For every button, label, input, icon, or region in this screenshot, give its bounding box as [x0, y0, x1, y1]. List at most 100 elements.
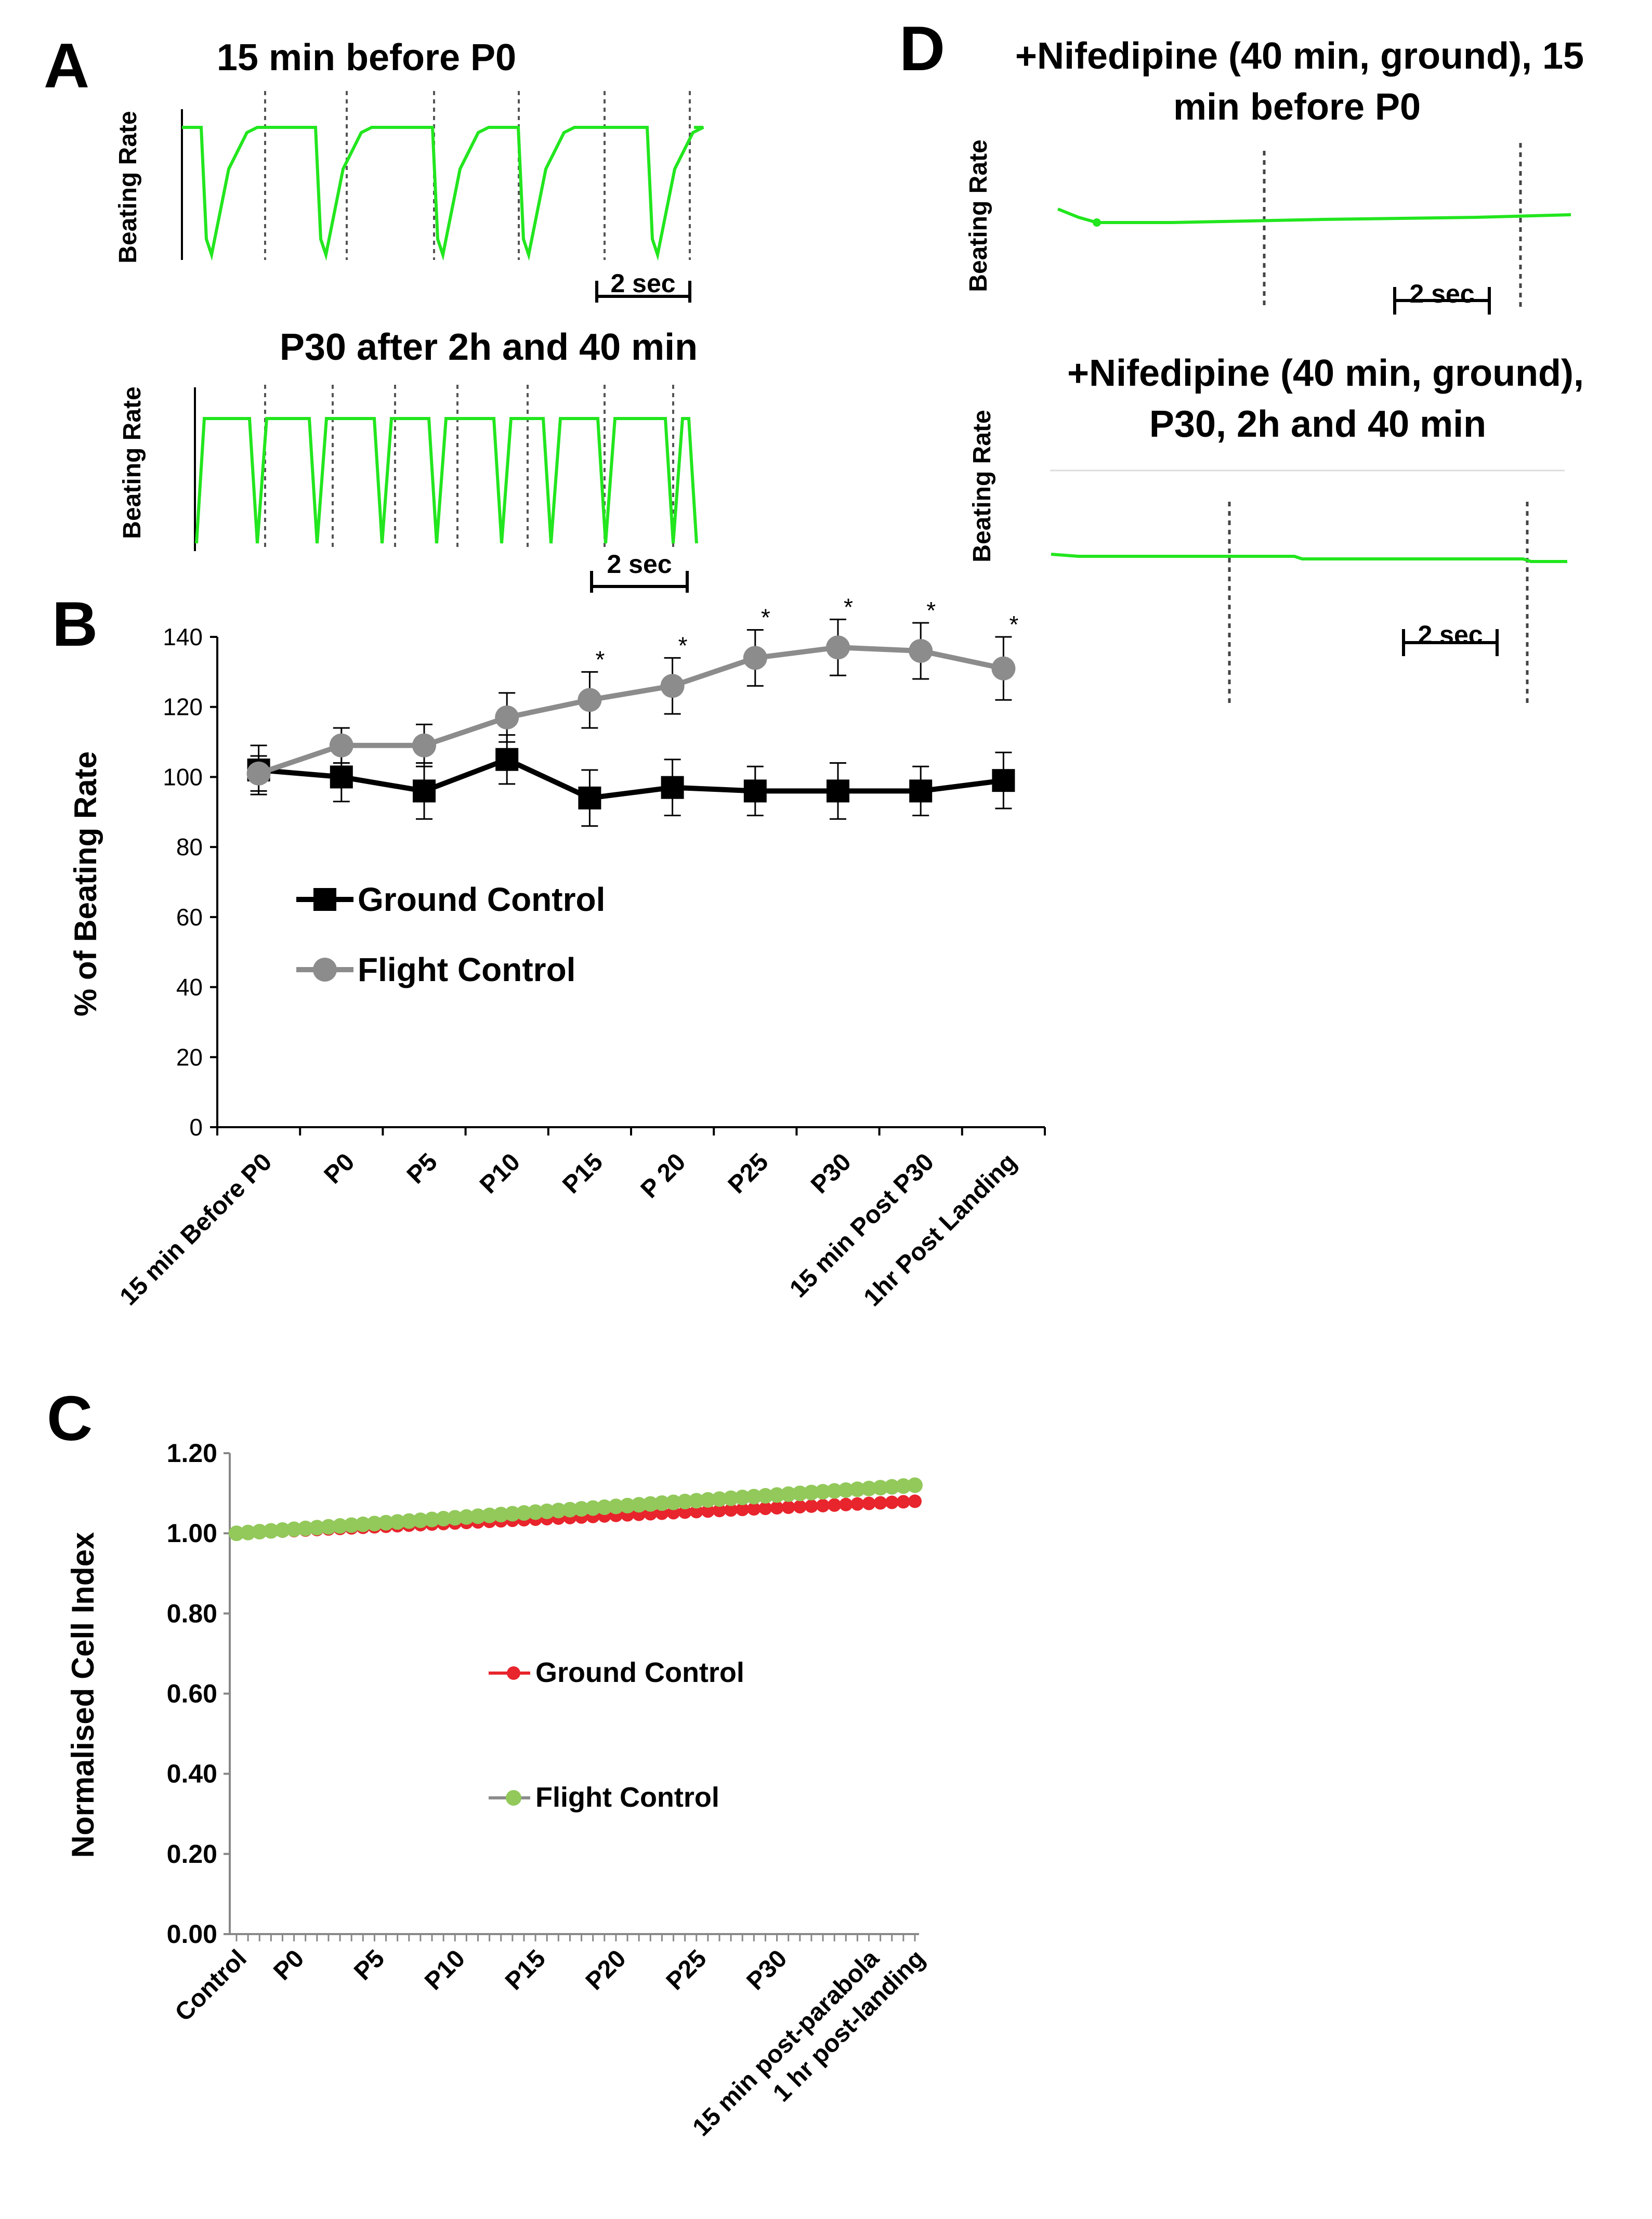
panel-c-series-ground	[230, 1494, 922, 1541]
panel-b-data-point	[329, 733, 353, 758]
panel-d-trace2-signal	[1051, 553, 1567, 563]
panel-c-data-point	[723, 1490, 739, 1506]
panel-b-data-point	[743, 779, 767, 803]
panel-c-data-point	[528, 1504, 544, 1520]
panel-c-data-point	[769, 1487, 785, 1503]
panel-d-trace1-marker	[1093, 218, 1101, 227]
panel-c-x-tick-label: P5	[349, 1944, 390, 1986]
panel-c-data-point	[401, 1513, 417, 1529]
panel-c-x-tick-label: P20	[581, 1944, 632, 1995]
panel-c-data-point	[884, 1479, 900, 1495]
panel-c-data-point	[885, 1495, 899, 1509]
panel-c-data-point	[907, 1477, 923, 1493]
panel-b-data-point	[992, 769, 1015, 792]
panel-b-significance-star: *	[678, 632, 688, 659]
panel-c-data-point	[700, 1492, 716, 1508]
panel-b-x-tick-label: P30	[806, 1148, 857, 1199]
panel-b-y-ticks: 0 20 40 60 80 100 120 140	[163, 623, 217, 1141]
panel-c-data-point	[780, 1486, 796, 1502]
panel-c-data-point	[320, 1519, 336, 1535]
panel-c: C Normalised Cell Index 0.00 0.20 0.40 0.60…	[47, 1383, 930, 2142]
panel-b-data-point	[495, 705, 519, 729]
panel-c-data-point	[436, 1510, 452, 1526]
panel-b-series-line	[258, 756, 1004, 801]
panel-c-x-tick-label: P15	[500, 1944, 551, 1995]
panel-c-data-point	[643, 1496, 659, 1512]
panel-c-data-point	[424, 1511, 440, 1528]
panel-c-data-point	[850, 1497, 864, 1511]
panel-c-data-point	[862, 1496, 876, 1510]
panel-c-data-point	[297, 1520, 313, 1536]
panel-a-trace2-scale-label: 2 sec	[607, 550, 672, 579]
panel-a-trace2-ylabel: Beating Rate	[119, 386, 146, 539]
panel-a: A 15 min before P0 Beating Rate 2 sec P3…	[44, 30, 704, 593]
panel-c-x-tick-label: 15 min post-parabola	[687, 1944, 884, 2142]
panel-c-data-point	[873, 1496, 887, 1510]
panel-c-data-point	[608, 1498, 624, 1515]
panel-c-y-tick-label: 0.00	[167, 1920, 217, 1949]
panel-c-legend: Ground Control Flight Control	[489, 1657, 744, 1813]
panel-c-data-point	[735, 1490, 751, 1506]
panel-c-data-point	[677, 1494, 693, 1510]
legend-marker-flight	[313, 958, 337, 982]
panel-c-data-point	[493, 1507, 509, 1523]
panel-b-y-tick-label: 60	[176, 904, 203, 931]
panel-d-trace2-scale-label: 2 sec	[1418, 620, 1483, 649]
panel-c-ylabel: Normalised Cell Index	[65, 1532, 100, 1858]
panel-c-data-point	[793, 1499, 807, 1513]
panel-b-x-tick-label: P10	[475, 1148, 526, 1199]
panel-c-y-ticks: 0.00 0.20 0.40 0.60 0.80 1.00 1.20	[167, 1439, 230, 1949]
panel-a-letter: A	[44, 30, 89, 101]
panel-c-data-point	[827, 1483, 843, 1499]
panel-b-y-tick-label: 40	[176, 974, 203, 1001]
panel-c-y-tick-label: 0.40	[167, 1759, 217, 1789]
panel-c-data-point	[701, 1504, 715, 1518]
panel-b-data-point	[827, 779, 849, 803]
panel-b-data-point	[909, 779, 933, 803]
panel-c-data-point	[229, 1525, 244, 1542]
panel-c-data-point	[908, 1494, 922, 1508]
panel-c-data-point	[252, 1524, 268, 1540]
panel-b-significance-star: *	[926, 597, 936, 624]
panel-c-y-tick-label: 0.60	[167, 1679, 217, 1708]
panel-c-data-point	[758, 1502, 772, 1516]
panel-c-y-tick-label: 0.20	[167, 1839, 217, 1869]
panel-c-data-point	[332, 1518, 348, 1534]
panel-c-data-point	[274, 1522, 291, 1538]
panel-c-data-point	[838, 1482, 854, 1498]
panel-c-data-point	[654, 1495, 670, 1511]
panel-c-x-tick-label: P25	[661, 1944, 712, 1995]
panel-b-significance-star: *	[844, 593, 853, 620]
panel-c-data-point	[516, 1505, 532, 1521]
panel-c-data-point	[481, 1507, 497, 1523]
panel-b-data-point	[909, 638, 933, 663]
panel-c-data-point	[804, 1499, 818, 1513]
panel-b-significance-star: *	[595, 646, 605, 673]
panel-b-x-tick-label: P25	[723, 1148, 774, 1199]
panel-c-x-tick-label: P30	[741, 1944, 792, 1995]
legend-marker-flight	[506, 1790, 521, 1806]
panel-b-y-tick-label: 0	[189, 1114, 203, 1141]
panel-c-x-tick-label: P10	[419, 1944, 470, 1995]
panel-d-trace1-ylabel: Beating Rate	[965, 139, 992, 292]
panel-b-y-tick-label: 140	[163, 623, 203, 650]
panel-c-data-point	[872, 1480, 888, 1496]
panel-c-data-point	[839, 1497, 853, 1511]
panel-b-series-flight	[246, 618, 1016, 792]
panel-b-data-point	[578, 786, 601, 810]
panel-b-x-tick-label: P0	[319, 1148, 360, 1189]
panel-c-data-point	[240, 1524, 256, 1541]
panel-b-series-ground	[247, 734, 1015, 827]
panel-a-trace2-title: P30 after 2h and 40 min	[280, 327, 698, 368]
panel-c-data-point	[770, 1501, 784, 1515]
panel-b-data-point	[743, 646, 767, 670]
panel-c-data-point	[736, 1503, 750, 1517]
panel-a-trace1-ylabel: Beating Rate	[114, 111, 142, 263]
panel-d-trace2-title-line2: P30, 2h and 40 min	[1149, 403, 1486, 445]
panel-a-trace1-signal	[182, 126, 704, 261]
panel-d-trace2-title-line1: +Nifedipine (40 min, ground),	[1067, 353, 1584, 394]
panel-c-data-point	[665, 1494, 681, 1510]
panel-c-data-point	[355, 1516, 371, 1532]
panel-a-trace1-title: 15 min before P0	[217, 37, 516, 79]
